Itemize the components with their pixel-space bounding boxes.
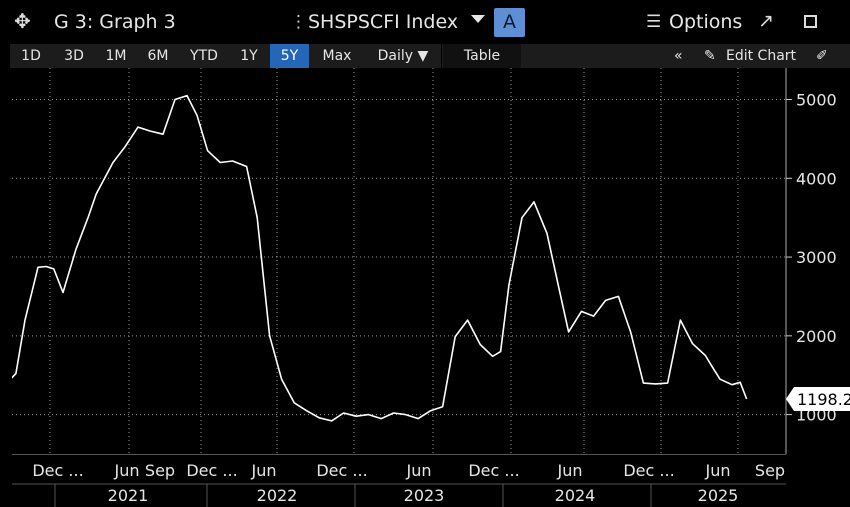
frequency-dropdown[interactable]: Daily ▼: [365, 44, 442, 68]
ticker-dropdown-icon[interactable]: [471, 15, 485, 23]
collapse-icon[interactable]: «: [674, 48, 683, 64]
y-tick-label: 3000: [796, 248, 837, 267]
drag-handle-icon[interactable]: ⋮: [290, 12, 307, 32]
pencil-icon: ✎: [704, 48, 716, 64]
last-value-label: 1198.2: [797, 390, 850, 409]
edit-chart-button[interactable]: Edit Chart: [726, 48, 797, 64]
x-month-label: Jun: [557, 461, 583, 480]
ticker-action-button[interactable]: A: [494, 8, 525, 37]
range-ytd-button[interactable]: YTD: [190, 48, 218, 64]
x-month-label: Jun: [251, 461, 277, 480]
last-value-tag: [786, 387, 850, 412]
range-1y-button[interactable]: 1Y: [240, 48, 258, 64]
x-year-label: 2025: [698, 486, 739, 505]
range-5y-button[interactable]: 5Y: [270, 44, 309, 68]
x-month-label: Jun: [406, 461, 432, 480]
y-tick-label: 4000: [796, 169, 837, 188]
x-month-label: Dec ...: [623, 461, 674, 480]
x-month-label: Dec ...: [32, 461, 83, 480]
x-month-label: Jun: [705, 461, 731, 480]
table-button[interactable]: Table: [443, 44, 521, 68]
range-max-button[interactable]: Max: [322, 48, 352, 64]
y-tick-label: 5000: [796, 91, 837, 110]
x-year-label: 2021: [108, 486, 149, 505]
x-year-label: 2022: [257, 486, 298, 505]
range-1d-button[interactable]: 1D: [21, 48, 41, 64]
range-1m-button[interactable]: 1M: [105, 48, 127, 64]
y-tick-label: 2000: [796, 327, 837, 346]
options-button[interactable]: Options: [669, 11, 743, 33]
graph-title: G 3: Graph 3: [54, 11, 176, 33]
x-month-label: Sep: [145, 461, 175, 480]
move-icon[interactable]: ✥: [14, 9, 31, 33]
toolbar: 1D 3D 1M 6M YTD 1Y 5Y Max Daily ▼ Table …: [10, 44, 850, 68]
title-bar: ✥ G 3: Graph 3 ⋮ SHSPSCFI Index A ☰ Opti…: [0, 0, 850, 44]
ticker-field[interactable]: SHSPSCFI Index: [308, 11, 459, 33]
range-3d-button[interactable]: 3D: [64, 48, 84, 64]
x-year-label: 2023: [404, 486, 445, 505]
range-6m-button[interactable]: 6M: [147, 48, 169, 64]
series-line: [12, 94, 748, 422]
hamburger-icon[interactable]: ☰: [646, 12, 662, 32]
x-month-label: Dec ...: [316, 461, 367, 480]
expand-icon[interactable]: ↗: [758, 10, 774, 32]
maximize-icon[interactable]: [804, 15, 817, 28]
x-month-label: Dec ...: [468, 461, 519, 480]
price-chart[interactable]: [12, 68, 786, 454]
x-axis: Dec ... Jun Sep Dec ... Jun Dec ... Jun Dec ...…: [12, 454, 786, 507]
x-month-label: Sep: [755, 461, 785, 480]
grid-lines: [12, 68, 786, 454]
frequency-dropdown-icon: ▼: [417, 48, 429, 64]
frequency-label: Daily: [377, 48, 414, 64]
x-month-label: Dec ...: [186, 461, 237, 480]
x-year-label: 2024: [555, 486, 596, 505]
annotate-icon[interactable]: ✐: [816, 48, 828, 64]
x-month-label: Jun: [114, 461, 140, 480]
